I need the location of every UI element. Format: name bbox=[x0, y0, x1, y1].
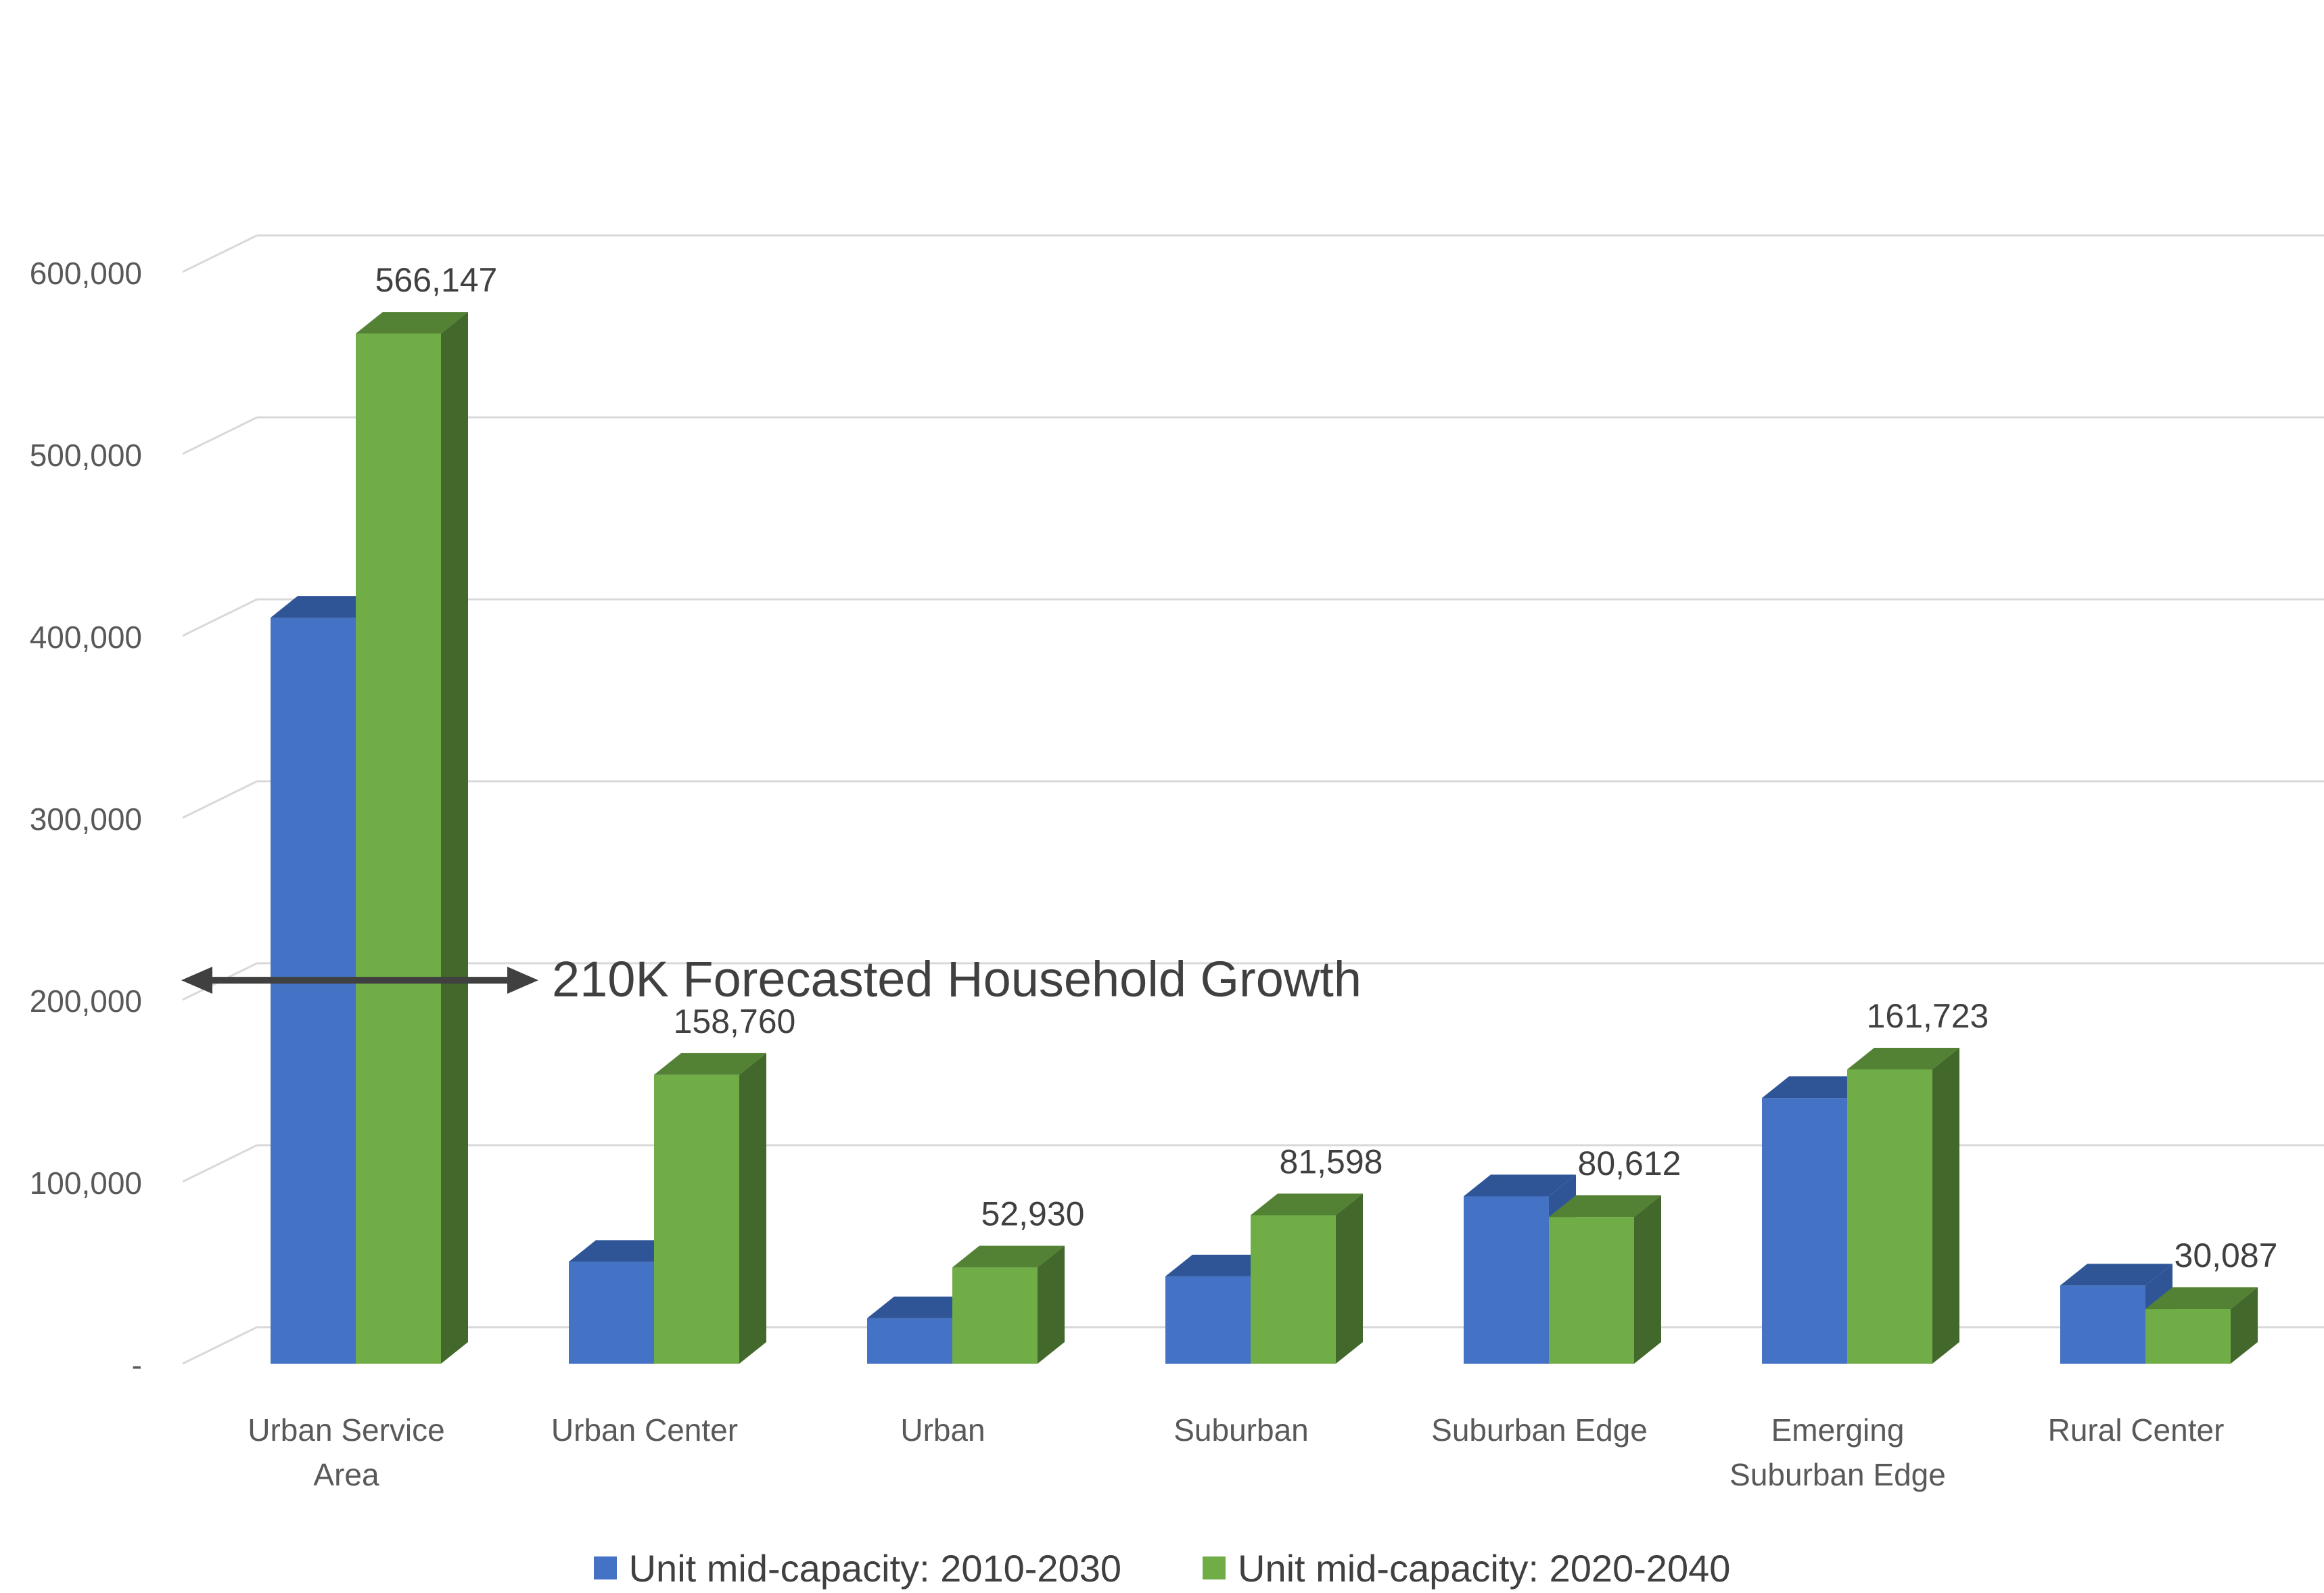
gridline-depth bbox=[182, 1326, 258, 1365]
data-label: 161,723 bbox=[1867, 997, 1989, 1035]
y-tick-label: 600,000 bbox=[30, 256, 142, 291]
bar-front-series-2 bbox=[1549, 1217, 1634, 1364]
annotation-arrow-left-head bbox=[181, 967, 212, 994]
y-tick-label: 100,000 bbox=[30, 1165, 142, 1201]
legend-swatch-series-1 bbox=[593, 1556, 617, 1579]
bar-top-series-2 bbox=[654, 1053, 766, 1075]
bar-top-series-2 bbox=[356, 312, 468, 334]
x-tick-label: Urban Service bbox=[248, 1412, 444, 1448]
gridline-depth bbox=[182, 1144, 258, 1183]
bar-front-series-1 bbox=[569, 1262, 654, 1364]
bar-side-series-2 bbox=[441, 312, 468, 1364]
bar-front-series-2 bbox=[1847, 1069, 1932, 1364]
x-tick-label: Rural Center bbox=[2048, 1412, 2225, 1448]
legend-swatch-series-2 bbox=[1203, 1556, 1226, 1579]
bar-top-series-2 bbox=[1549, 1195, 1661, 1218]
bar-front-series-2 bbox=[654, 1074, 739, 1364]
annotation-arrow-right-head bbox=[507, 967, 538, 994]
bar-front-series-2 bbox=[2145, 1309, 2231, 1364]
bar-top-series-2 bbox=[1251, 1193, 1363, 1216]
y-tick-label: 300,000 bbox=[30, 802, 142, 837]
legend-item-series-2: Unit mid-capacity: 2020-2040 bbox=[1203, 1546, 1730, 1590]
x-tick-label: Urban Center bbox=[551, 1412, 738, 1448]
y-tick-label: 500,000 bbox=[30, 438, 142, 473]
bar-top-series-1 bbox=[271, 596, 383, 618]
y-tick-label: - bbox=[132, 1347, 142, 1383]
bar-top-series-2 bbox=[952, 1245, 1065, 1268]
bar-side-series-2 bbox=[1634, 1195, 1661, 1364]
data-label: 30,087 bbox=[2175, 1237, 2278, 1274]
data-label: 81,598 bbox=[1280, 1143, 1383, 1181]
x-tick-label: Suburban bbox=[1173, 1412, 1309, 1448]
bar-side-series-2 bbox=[1932, 1047, 1959, 1364]
x-tick-label: Suburban Edge bbox=[1729, 1457, 1946, 1492]
legend-label-series-2: Unit mid-capacity: 2020-2040 bbox=[1238, 1546, 1731, 1590]
data-label: 80,612 bbox=[1578, 1145, 1681, 1182]
x-tick-label: Urban bbox=[900, 1412, 985, 1448]
legend: Unit mid-capacity: 2010-2030 Unit mid-ca… bbox=[0, 1546, 2324, 1590]
bar-front-series-1 bbox=[1165, 1276, 1251, 1364]
y-tick-label: 400,000 bbox=[30, 620, 142, 655]
bar-top-series-2 bbox=[1847, 1047, 1959, 1069]
legend-item-series-1: Unit mid-capacity: 2010-2030 bbox=[593, 1546, 1121, 1590]
bar-front-series-2 bbox=[952, 1267, 1038, 1364]
x-tick-label: Suburban Edge bbox=[1431, 1412, 1648, 1448]
data-label: 52,930 bbox=[981, 1195, 1085, 1233]
gridline-depth bbox=[182, 234, 258, 273]
legend-label-series-1: Unit mid-capacity: 2010-2030 bbox=[628, 1546, 1121, 1590]
x-tick-label: Emerging bbox=[1771, 1412, 1905, 1448]
annotation-text: 210K Forecasted Household Growth bbox=[552, 951, 1362, 1007]
bar-top-series-1 bbox=[1464, 1174, 1576, 1197]
gridline-depth bbox=[182, 780, 258, 819]
bar-front-series-1 bbox=[1762, 1098, 1847, 1364]
bar-side-series-2 bbox=[1336, 1193, 1363, 1364]
bar-side-series-2 bbox=[739, 1053, 766, 1364]
bar-front-series-1 bbox=[1464, 1196, 1549, 1364]
bar-top-series-1 bbox=[867, 1296, 979, 1318]
x-tick-label: Area bbox=[313, 1457, 379, 1492]
bar-front-series-2 bbox=[356, 333, 441, 1364]
bar-top-series-1 bbox=[1762, 1076, 1874, 1099]
bar-side-series-2 bbox=[1038, 1245, 1065, 1364]
bar-front-series-2 bbox=[1251, 1215, 1336, 1364]
bar-side-series-2 bbox=[2231, 1287, 2258, 1364]
bar-front-series-1 bbox=[2060, 1285, 2145, 1364]
data-label: 158,760 bbox=[674, 1002, 796, 1040]
data-label: 566,147 bbox=[375, 261, 498, 299]
bar-top-series-1 bbox=[2060, 1264, 2172, 1286]
gridline-depth bbox=[182, 416, 258, 455]
bar-front-series-1 bbox=[271, 618, 356, 1364]
bar-top-series-1 bbox=[1165, 1254, 1278, 1276]
bar-front-series-1 bbox=[867, 1318, 952, 1364]
gridline-depth bbox=[182, 598, 258, 637]
y-tick-label: 200,000 bbox=[30, 984, 142, 1019]
bar-top-series-1 bbox=[569, 1240, 681, 1262]
bar-top-series-2 bbox=[2145, 1287, 2258, 1310]
